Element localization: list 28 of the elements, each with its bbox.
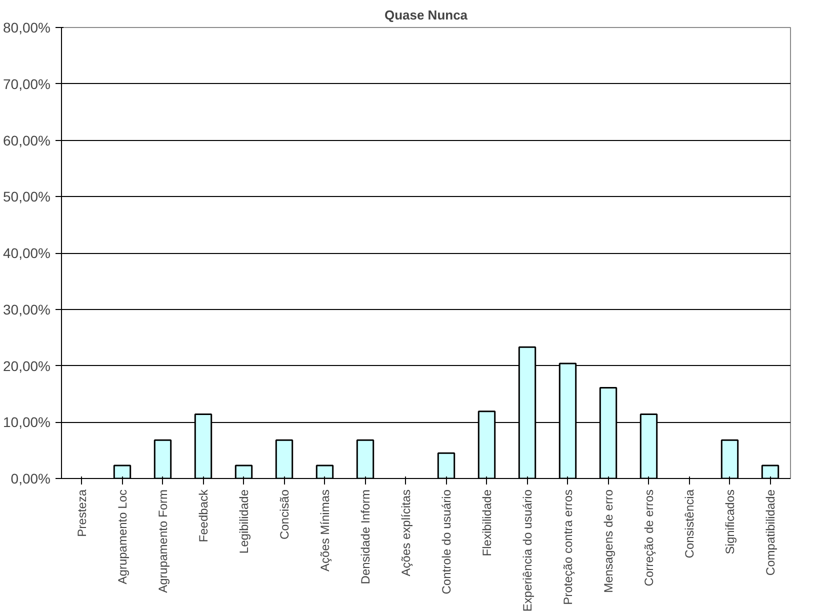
y-tick-label: 10,00%	[3, 414, 50, 430]
x-tick-label: Concisão	[277, 489, 292, 540]
x-tick-label: Correção de erros	[642, 489, 656, 586]
x-tick-label: Legibilidade	[236, 489, 251, 554]
x-tick-label: Proteção contra erros	[560, 490, 575, 605]
x-tick-label: Agrupamento Loc	[115, 489, 130, 584]
x-tick-label: Agrupamento Form	[156, 489, 170, 593]
y-tick-label: 30,00%	[3, 301, 50, 318]
x-tick-label: Feedback	[196, 488, 210, 542]
y-tick-label: 60,00%	[3, 132, 50, 148]
chart-title: Quase Nunca	[384, 8, 468, 22]
y-tick-label: 0,00%	[10, 470, 51, 486]
x-tick-label: Mensagens de erro	[601, 489, 616, 593]
y-tick-label: 40,00%	[3, 245, 50, 261]
x-tick-label: Consistência	[682, 489, 696, 558]
x-tick-label: Ações explícitas	[398, 489, 413, 576]
x-tick-label: Significados	[722, 489, 737, 554]
y-tick-label: 80,00%	[3, 20, 50, 36]
x-tick-label: Experiência do usuário	[520, 489, 534, 612]
y-tick-label: 70,00%	[3, 76, 50, 92]
x-tick-label: Flexibilidade	[480, 489, 494, 556]
x-tick-label: Densidade Inform	[358, 489, 372, 584]
x-tick-label: Ações Mínimas	[318, 489, 332, 572]
y-tick-label: 20,00%	[3, 358, 50, 374]
x-tick-label: Presteza	[74, 489, 89, 537]
x-tick-label: Compatibilidade	[763, 489, 778, 576]
y-tick-label: 50,00%	[3, 188, 50, 205]
x-tick-label: Controle do usuário	[439, 489, 454, 594]
